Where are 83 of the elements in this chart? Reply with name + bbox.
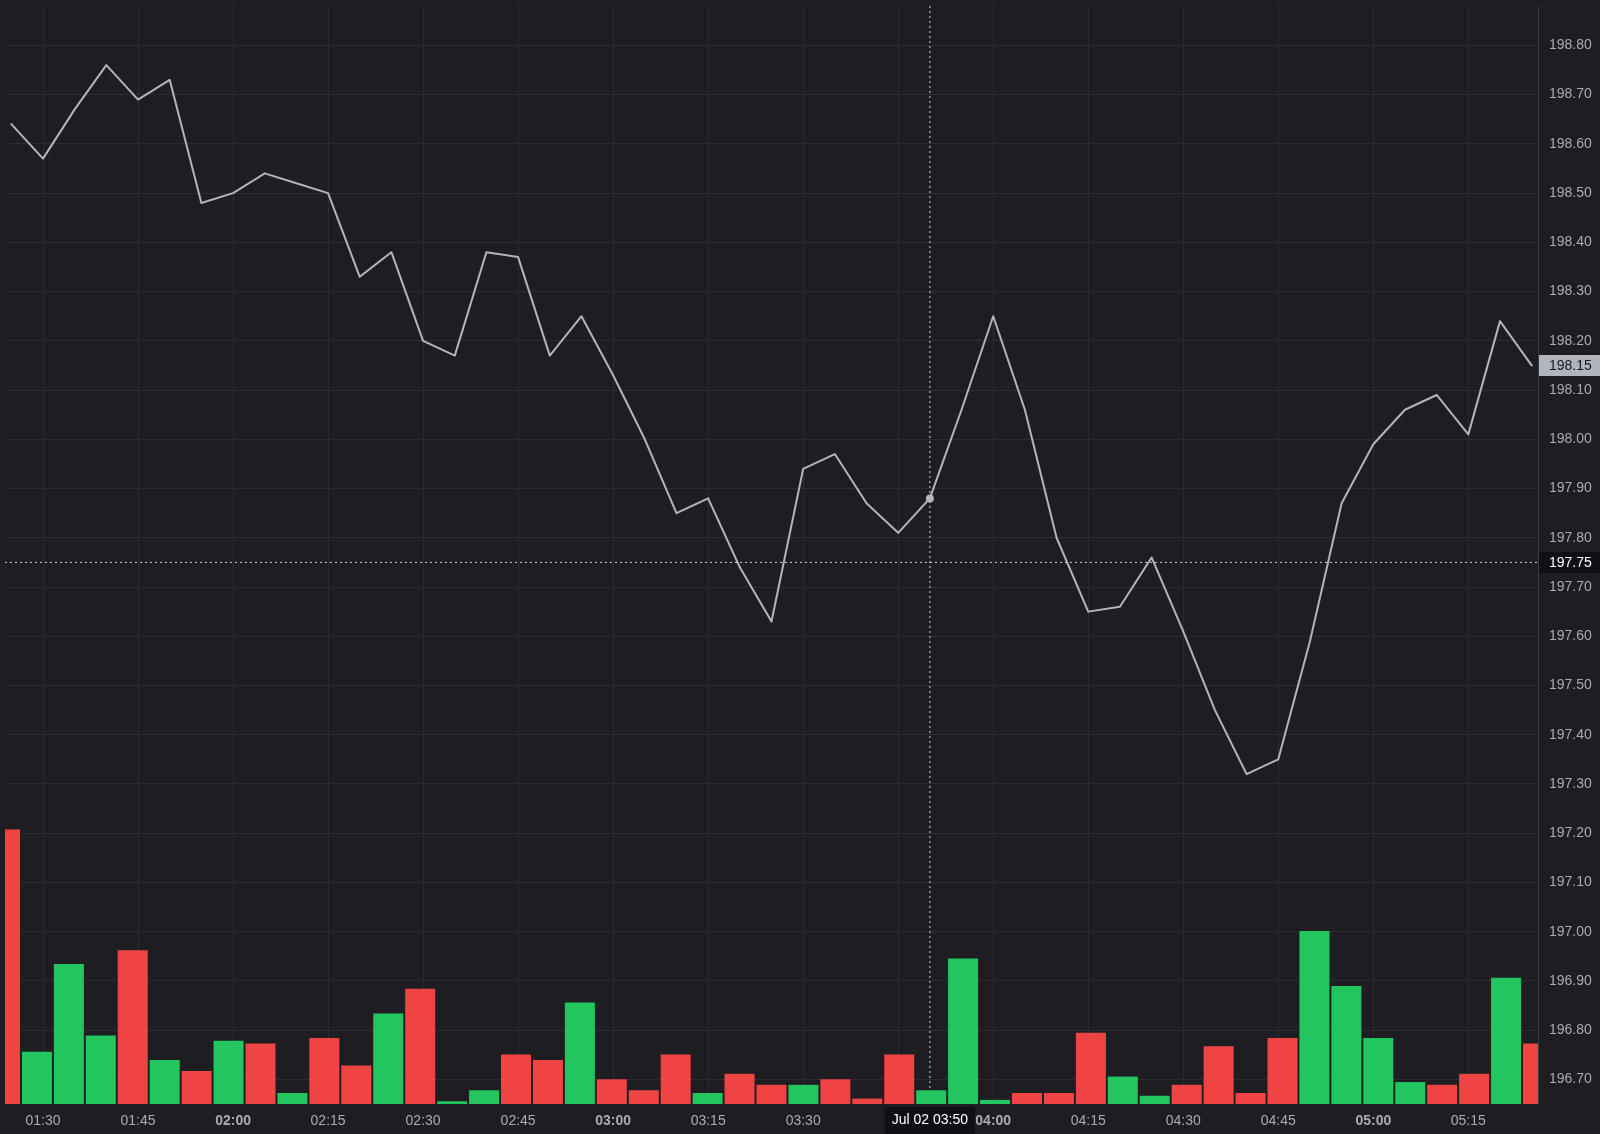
- bar: [948, 958, 979, 1104]
- bar: [213, 1040, 244, 1104]
- x-tick-label: 02:30: [405, 1112, 441, 1129]
- bar: [788, 1084, 819, 1104]
- y-tick-label: 197.10: [1549, 873, 1593, 890]
- x-tick-label: 03:00: [595, 1112, 632, 1129]
- y-tick-label: 198.60: [1549, 134, 1593, 151]
- bar: [437, 1101, 468, 1104]
- bar: [596, 1079, 627, 1104]
- bar: [149, 1060, 180, 1104]
- y-tick-label: 197.70: [1549, 577, 1593, 594]
- y-tick-label: 198.70: [1549, 85, 1593, 102]
- x-tick-label: 05:00: [1355, 1112, 1392, 1129]
- y-tick-label: 197.60: [1549, 627, 1593, 644]
- bar: [628, 1090, 659, 1104]
- y-tick-label: 197.00: [1549, 922, 1593, 939]
- y-tick-label: 197.50: [1549, 676, 1593, 693]
- bar: [117, 950, 148, 1104]
- x-tick-label: 04:00: [975, 1112, 1012, 1129]
- x-tick-label: 02:15: [310, 1112, 346, 1129]
- bar: [1491, 977, 1522, 1104]
- bar: [1395, 1082, 1426, 1104]
- bar: [181, 1071, 212, 1104]
- x-tick-label: 04:30: [1165, 1112, 1201, 1129]
- bar: [1427, 1084, 1458, 1104]
- y-tick-label: 198.50: [1549, 183, 1593, 200]
- y-tick-label: 197.90: [1549, 479, 1593, 496]
- bar: [500, 1054, 532, 1104]
- bar: [469, 1090, 500, 1104]
- y-tick-label: 197.80: [1549, 528, 1593, 545]
- bar: [1363, 1038, 1394, 1104]
- y-tick-label: 197.40: [1549, 725, 1593, 742]
- bar: [1139, 1095, 1170, 1104]
- y-tick-label: 198.20: [1549, 331, 1593, 348]
- x-tick-label: 01:30: [25, 1112, 61, 1129]
- bar: [405, 988, 436, 1104]
- bar: [532, 1060, 563, 1104]
- ref-line-label: Jul 02 03:50: [891, 1111, 969, 1128]
- bar: [1331, 985, 1362, 1104]
- x-tick-label: 03:30: [785, 1112, 821, 1129]
- y-tick-label: 198.00: [1549, 430, 1593, 447]
- bar: [85, 1035, 116, 1104]
- y-tick-label: 197.20: [1549, 824, 1593, 841]
- ref-line-label: 197.75: [1549, 554, 1593, 571]
- bar: [852, 1098, 883, 1104]
- x-tick-label: 02:00: [215, 1112, 252, 1129]
- bar: [820, 1079, 851, 1104]
- bar: [1075, 1032, 1106, 1104]
- bar: [245, 1043, 276, 1104]
- bar: [21, 1051, 52, 1104]
- y-tick-label: 196.90: [1549, 971, 1593, 988]
- bar: [309, 1038, 340, 1104]
- x-tick-label: 05:15: [1450, 1112, 1487, 1129]
- bar: [1043, 1093, 1074, 1104]
- bar: [1459, 1073, 1490, 1104]
- data-label: 198.15: [1549, 357, 1593, 374]
- x-tick-label: 04:15: [1070, 1112, 1106, 1129]
- y-tick-label: 198.30: [1549, 282, 1593, 299]
- bar: [660, 1054, 691, 1104]
- bar: [564, 1002, 595, 1104]
- bar: [916, 1090, 947, 1104]
- bar: [1107, 1076, 1138, 1104]
- bar: [373, 1013, 404, 1104]
- y-tick-label: 198.10: [1549, 380, 1593, 397]
- x-tick-label: 04:45: [1260, 1112, 1296, 1129]
- bar: [884, 1054, 915, 1104]
- bar: [277, 1093, 308, 1104]
- x-tick-label: 03:15: [690, 1112, 726, 1129]
- bar: [980, 1099, 1011, 1104]
- bar: [1011, 1093, 1043, 1104]
- bar: [341, 1065, 372, 1104]
- bar: [1299, 931, 1330, 1104]
- y-tick-label: 196.80: [1549, 1021, 1593, 1037]
- bar: [1171, 1084, 1202, 1104]
- x-tick-label: 02:45: [500, 1112, 536, 1129]
- bar: [1203, 1046, 1234, 1104]
- y-tick-label: 197.30: [1549, 774, 1593, 791]
- bar: [53, 964, 84, 1104]
- bar: [692, 1093, 723, 1104]
- x-tick-label: 01:45: [120, 1112, 156, 1129]
- y-tick-label: 198.80: [1549, 36, 1593, 53]
- y-tick-label: 198.40: [1549, 233, 1593, 250]
- y-tick-label: 196.70: [1549, 1070, 1593, 1087]
